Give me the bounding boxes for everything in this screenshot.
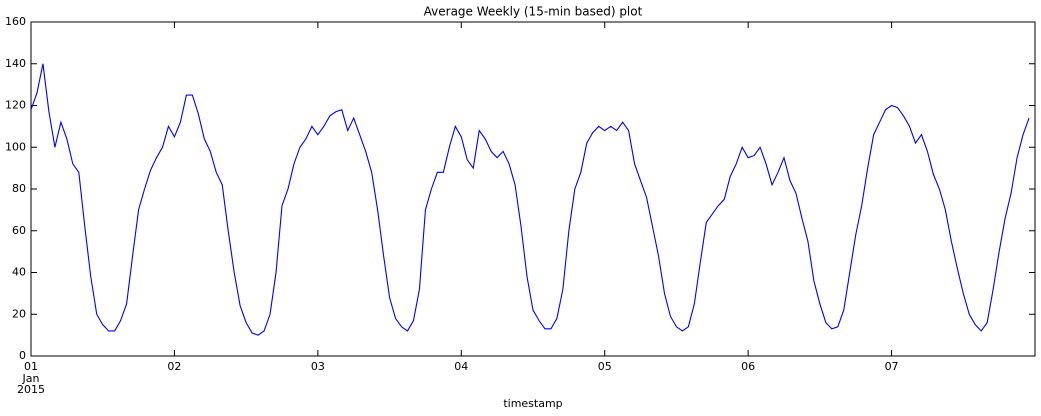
y-tick-label: 160 xyxy=(5,15,26,28)
x-tick-label: 03 xyxy=(311,360,325,373)
y-tick-label: 20 xyxy=(12,307,26,320)
chart-title: Average Weekly (15-min based) plot xyxy=(424,5,643,19)
y-tick-label: 0 xyxy=(19,349,26,362)
x-tick-label: 05 xyxy=(598,360,612,373)
x-tick-sublabel: Jan xyxy=(22,372,40,385)
x-tick-label: 02 xyxy=(167,360,181,373)
y-tick-label: 60 xyxy=(12,224,26,237)
x-tick-label: 01 xyxy=(24,360,38,373)
data-line xyxy=(30,63,1030,336)
x-tick-label: 06 xyxy=(741,360,755,373)
x-tick-sublabel: 2015 xyxy=(17,383,45,396)
y-tick-label: 100 xyxy=(5,140,26,153)
x-tick-label: 04 xyxy=(454,360,468,373)
y-tick-label: 140 xyxy=(5,57,26,70)
y-tick-label: 80 xyxy=(12,182,26,195)
x-axis-label: timestamp xyxy=(503,397,562,410)
y-tick-label: 120 xyxy=(5,99,26,112)
y-tick-label: 40 xyxy=(12,266,26,279)
x-tick-label: 07 xyxy=(885,360,899,373)
